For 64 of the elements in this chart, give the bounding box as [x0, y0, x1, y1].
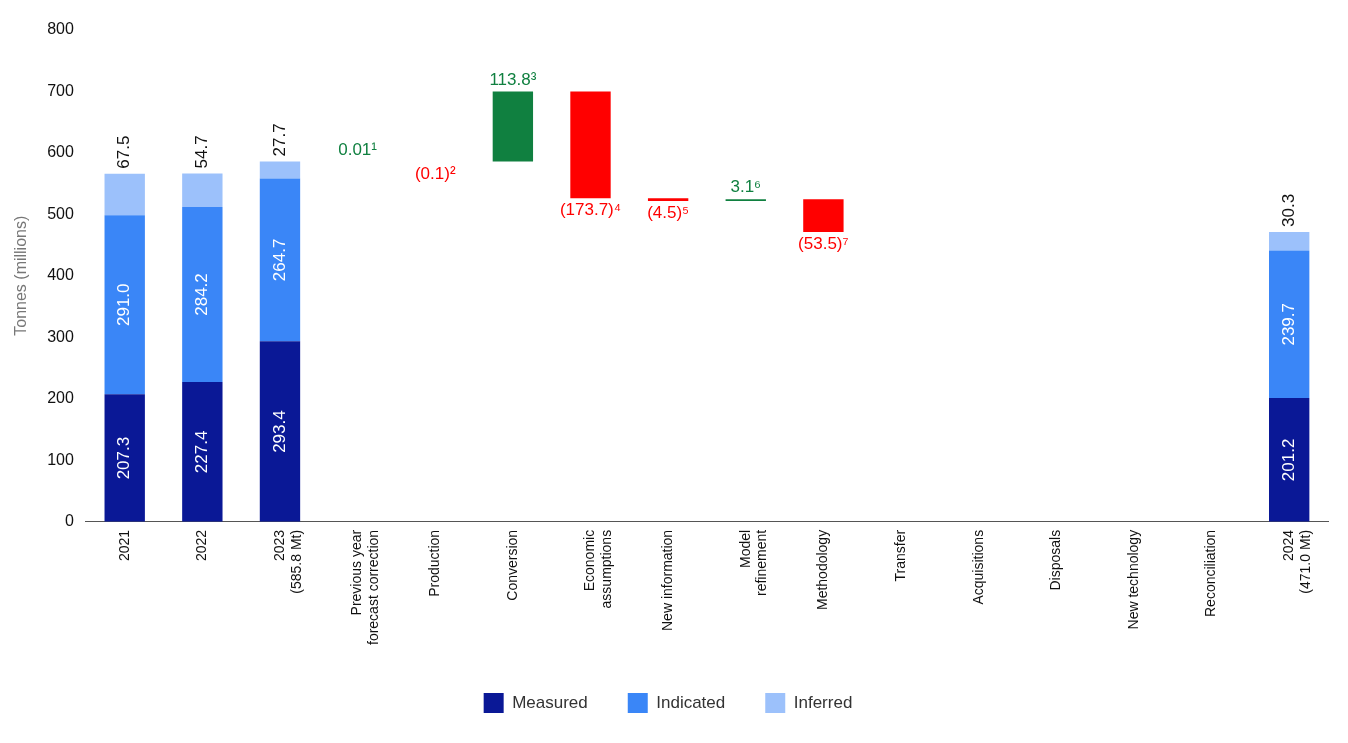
y-tick-label: 400 [47, 266, 74, 284]
data-label: 284.2 [192, 273, 212, 316]
y-tick-label: 300 [47, 327, 74, 345]
data-label: (4.5)⁵ [647, 203, 690, 223]
bar [104, 215, 145, 395]
data-label: 201.2 [1278, 438, 1298, 482]
y-tick-label: 0 [64, 512, 74, 530]
bar [1269, 231, 1310, 251]
x-tick-label: Disposals [1047, 529, 1064, 591]
bar [570, 91, 611, 199]
data-label: 27.7 [269, 123, 289, 157]
y-tick-label: 100 [47, 450, 74, 468]
data-label: 67.5 [114, 135, 134, 169]
y-tick-label: 600 [47, 143, 74, 161]
y-tick-label: 500 [47, 204, 74, 222]
data-label: (0.1)² [414, 163, 456, 183]
data-label: 207.3 [114, 436, 134, 480]
x-tick-label: New information [658, 529, 675, 631]
x-tick-label: 2021 [115, 529, 132, 561]
data-label: 293.4 [269, 410, 289, 453]
bar [182, 381, 223, 522]
legend-label: Inferred [793, 692, 853, 712]
bar [1269, 250, 1310, 399]
bar [259, 161, 301, 179]
x-tick-label: 2022 [193, 529, 210, 561]
x-tick-label: Previous year forecast correction [348, 529, 382, 646]
y-tick-label: 200 [47, 389, 74, 407]
x-tick-label: New technology [1124, 529, 1141, 630]
bar [259, 178, 301, 342]
legend-label: Measured [512, 692, 588, 712]
data-label: (53.5)⁷ [798, 234, 849, 254]
bar [1269, 398, 1310, 522]
bar [803, 199, 844, 233]
data-label: 264.7 [269, 238, 289, 282]
bar [182, 207, 223, 382]
data-label: 227.4 [192, 430, 212, 474]
x-tick-label: Methodology [814, 529, 831, 611]
bar [104, 394, 145, 522]
y-axis-title: Tonnes (millions) [12, 215, 30, 336]
x-tick-label: Acquisitions [969, 529, 986, 605]
bar [259, 341, 301, 522]
bar [492, 91, 534, 162]
legend-label: Indicated [656, 692, 726, 712]
data-label: 291.0 [114, 283, 134, 327]
x-tick-label: Economic assumptions [581, 529, 615, 609]
x-tick-label: 2023 (585.8 Mt) [270, 529, 304, 594]
bar [182, 173, 223, 208]
data-label: 239.7 [1278, 303, 1298, 346]
x-tick-label: 2024 (471.0 Mt) [1280, 529, 1313, 594]
y-tick-label: 800 [47, 20, 74, 38]
x-tick-label: Reconciliation [1202, 529, 1219, 618]
data-label: 0.01¹ [338, 139, 378, 159]
bar [104, 173, 145, 216]
data-label: 113.8³ [489, 69, 537, 89]
y-tick-label: 700 [47, 81, 74, 99]
bar [647, 198, 689, 202]
x-tick-label: Model refinement [736, 529, 770, 596]
data-label: 30.3 [1278, 193, 1298, 227]
x-tick-label: Conversion [503, 529, 520, 601]
x-tick-label: Production [426, 529, 443, 597]
data-label: 54.7 [192, 135, 212, 169]
data-label: 3.1⁶ [730, 177, 762, 197]
x-tick-label: Transfer [891, 529, 908, 582]
data-label: (173.7)⁴ [559, 200, 622, 220]
